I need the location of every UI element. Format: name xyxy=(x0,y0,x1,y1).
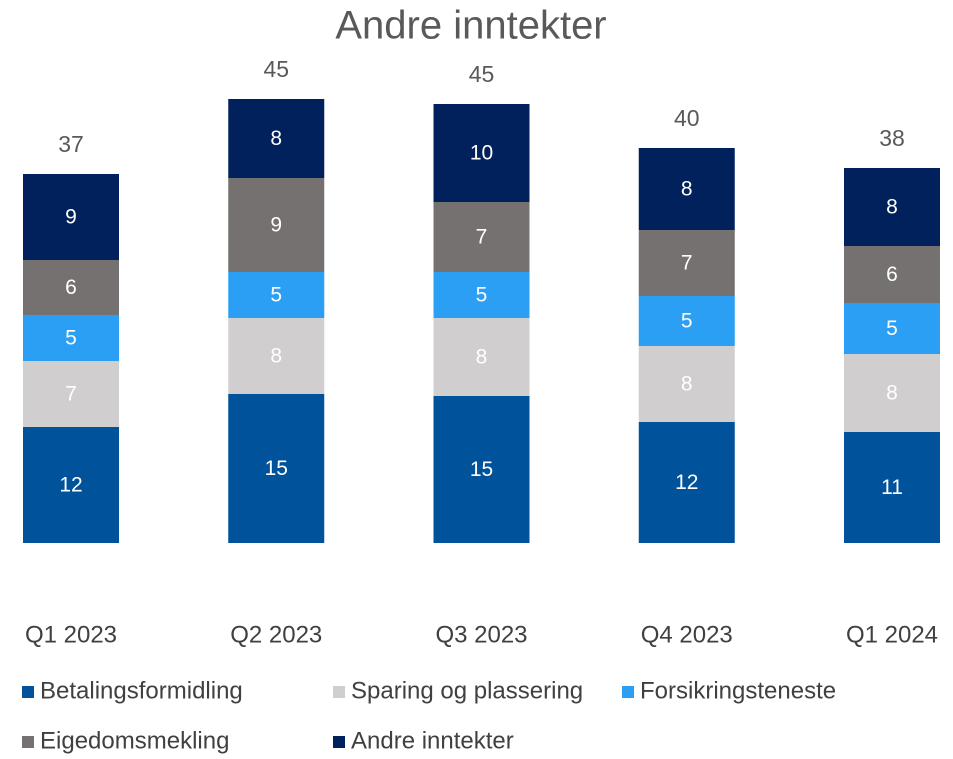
legend-label: Sparing og plassering xyxy=(351,677,583,704)
legend-label: Forsikringsteneste xyxy=(640,677,836,704)
segment-label: 15 xyxy=(265,457,288,480)
bar-segment xyxy=(228,318,325,394)
segment-label: 5 xyxy=(886,317,898,340)
total-label: 38 xyxy=(879,125,905,151)
bar-segment xyxy=(23,260,119,315)
legend-label: Betalingsformidling xyxy=(40,677,243,704)
bar-segment xyxy=(638,148,735,230)
legend-label: Andre inntekter xyxy=(351,727,514,754)
total-label: 40 xyxy=(674,105,700,131)
segment-label: 5 xyxy=(65,327,77,350)
segment-label: 8 xyxy=(681,178,693,201)
bar-segment xyxy=(23,174,119,260)
segment-label: 8 xyxy=(886,196,898,219)
bar-segment xyxy=(23,427,119,543)
segment-label: 7 xyxy=(681,252,693,275)
bar-segment xyxy=(638,296,735,346)
segment-label: 10 xyxy=(470,142,493,165)
segment-label: 7 xyxy=(476,226,488,249)
x-tick-label: Q4 2023 xyxy=(641,621,733,648)
segment-label: 5 xyxy=(270,284,282,307)
bar-segment xyxy=(844,354,940,432)
bar-segment xyxy=(228,99,325,178)
bar-segment xyxy=(638,346,735,422)
segment-label: 15 xyxy=(470,458,493,481)
segment-label: 12 xyxy=(675,471,698,494)
bar-segment xyxy=(638,422,735,543)
segment-label: 8 xyxy=(681,373,693,396)
x-tick-label: Q3 2023 xyxy=(435,621,527,648)
segment-label: 5 xyxy=(681,310,693,333)
x-tick-label: Q2 2023 xyxy=(230,621,322,648)
segment-label: 11 xyxy=(881,476,903,499)
legend-label: Eigedomsmekling xyxy=(40,727,229,754)
bar-segment xyxy=(433,396,530,543)
bar-segment xyxy=(23,361,119,427)
bar-segment xyxy=(228,178,325,272)
bar-segment xyxy=(228,272,325,318)
bar-segment xyxy=(433,104,530,202)
segment-label: 6 xyxy=(65,276,77,299)
bar-segment xyxy=(433,318,530,396)
total-label: 45 xyxy=(263,56,289,82)
x-tick-label: Q1 2023 xyxy=(25,621,117,648)
segment-label: 8 xyxy=(270,127,282,150)
bar-segment xyxy=(433,202,530,272)
bar-segment xyxy=(228,394,325,543)
segment-label: 5 xyxy=(476,284,488,307)
bar-segment xyxy=(844,432,940,543)
segment-label: 8 xyxy=(270,345,282,368)
segment-label: 9 xyxy=(65,206,77,229)
total-label: 37 xyxy=(58,131,84,157)
segment-label: 12 xyxy=(59,474,82,497)
legend-swatch xyxy=(22,686,34,698)
segment-label: 8 xyxy=(476,346,488,369)
segment-label: 7 xyxy=(65,383,77,406)
total-label: 45 xyxy=(469,61,495,87)
legend-swatch xyxy=(622,686,634,698)
legend-swatch xyxy=(333,736,345,748)
bar-segment xyxy=(23,315,119,361)
bar-segment xyxy=(844,303,940,354)
bar-segment xyxy=(433,272,530,318)
chart-title: Andre inntekter xyxy=(335,4,606,48)
legend-swatch xyxy=(333,686,345,698)
bar-segment xyxy=(844,168,940,246)
bar-segment xyxy=(638,230,735,296)
segment-label: 8 xyxy=(886,382,898,405)
legend-swatch xyxy=(22,736,34,748)
x-tick-label: Q1 2024 xyxy=(846,621,938,648)
segment-label: 9 xyxy=(270,214,282,237)
bar-segment xyxy=(844,246,940,303)
segment-label: 6 xyxy=(886,263,898,286)
